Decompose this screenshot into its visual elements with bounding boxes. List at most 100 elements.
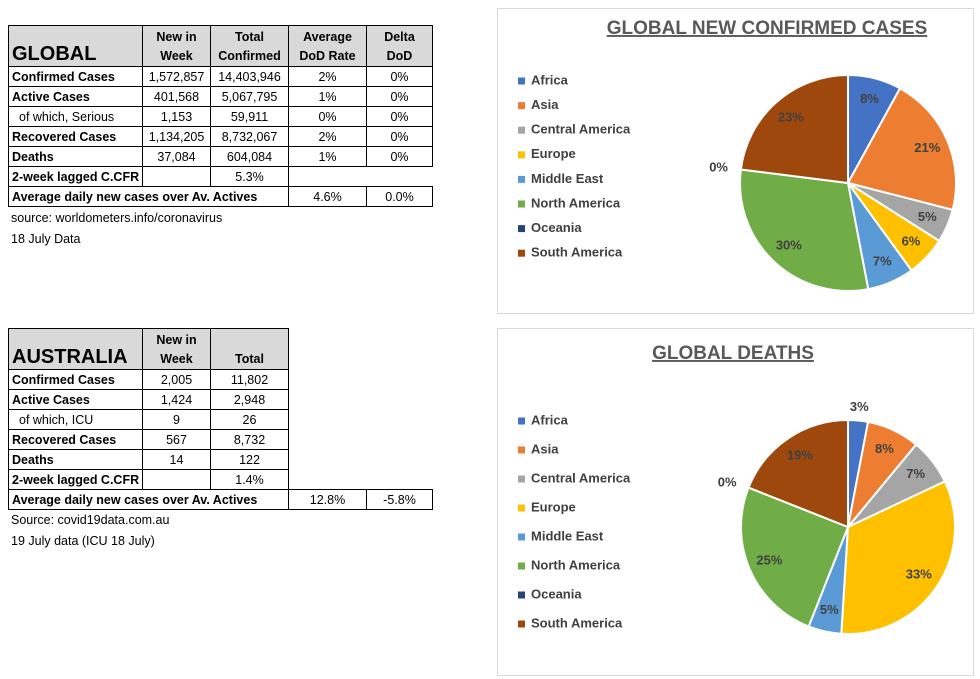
header-cell: Total bbox=[210, 328, 289, 370]
table-cell: 0% bbox=[366, 146, 433, 167]
chart-title: GLOBAL NEW CONFIRMED CASES bbox=[607, 18, 928, 39]
legend-label: Middle East bbox=[531, 528, 604, 543]
data-label: 8% bbox=[860, 91, 879, 106]
table-row: Recovered Cases 1,134,205 8,732,067 2% 0% bbox=[8, 126, 433, 147]
legend-swatch bbox=[518, 446, 525, 454]
legend-swatch bbox=[518, 475, 525, 483]
header-cell: GLOBAL bbox=[8, 25, 143, 67]
row-label: Confirmed Cases bbox=[8, 66, 143, 87]
legend-label: Middle East bbox=[531, 171, 604, 186]
legend-swatch bbox=[518, 200, 525, 208]
table-cell: 11,802 bbox=[210, 369, 289, 390]
source-note: source: worldometers.info/coronavirus bbox=[11, 211, 223, 225]
legend-swatch bbox=[518, 225, 525, 233]
table-row: GLOBAL New in Week Total Confirmed Average … bbox=[8, 25, 433, 67]
data-label: 33% bbox=[906, 567, 932, 582]
data-label: 0% bbox=[709, 159, 728, 174]
table-row: Deaths 37,084 604,084 1% 0% bbox=[8, 146, 433, 167]
table-cell: 14 bbox=[142, 449, 211, 470]
legend-label: Africa bbox=[531, 412, 569, 427]
legend-swatch bbox=[518, 533, 525, 541]
table-row: Active Cases 401,568 5,067,795 1% 0% bbox=[8, 86, 433, 107]
table-cell: 5.3% bbox=[210, 166, 289, 187]
header-cell: AUSTRALIA bbox=[8, 328, 143, 370]
data-label: 25% bbox=[756, 552, 782, 567]
table-cell: 0% bbox=[366, 106, 433, 127]
legend-swatch bbox=[518, 102, 525, 110]
table-row: Confirmed Cases 1,572,857 14,403,946 2% 0% bbox=[8, 66, 433, 87]
legend-swatch bbox=[518, 175, 525, 183]
legend-label: Asia bbox=[531, 441, 559, 456]
legend-swatch bbox=[518, 417, 525, 425]
legend-swatch bbox=[518, 562, 525, 570]
table-row: Deaths 14 122 bbox=[8, 449, 433, 470]
row-label: Deaths bbox=[8, 449, 143, 470]
table-cell: 14,403,946 bbox=[210, 66, 289, 87]
pie-slice bbox=[739, 168, 870, 292]
data-label: 5% bbox=[820, 602, 839, 617]
table-cell: 4.6% bbox=[288, 186, 367, 207]
table-row: Average daily new cases over Av. Actives… bbox=[8, 186, 433, 207]
table-cell: 1,134,205 bbox=[142, 126, 211, 147]
legend-label: Europe bbox=[531, 499, 576, 514]
legend-swatch bbox=[518, 126, 525, 134]
data-label: 5% bbox=[918, 209, 937, 224]
table-cell: 37,084 bbox=[142, 146, 211, 167]
legend-label: Oceania bbox=[531, 220, 582, 235]
legend-label: South America bbox=[531, 245, 623, 260]
australia-table: AUSTRALIA New in Week Total Confirmed Cases… bbox=[8, 328, 433, 510]
header-cell: Average DoD Rate bbox=[288, 25, 367, 67]
row-label: of which, ICU bbox=[8, 409, 143, 430]
source-note: Source: covid19data.com.au bbox=[11, 513, 170, 527]
legend-label: Europe bbox=[531, 146, 576, 161]
row-label: Active Cases bbox=[8, 86, 143, 107]
legend-label: Central America bbox=[531, 470, 631, 485]
pie-slice bbox=[747, 418, 849, 529]
table-cell: 26 bbox=[210, 409, 289, 430]
table-cell: 604,084 bbox=[210, 146, 289, 167]
table-cell: 0% bbox=[366, 86, 433, 107]
data-label: 23% bbox=[778, 110, 804, 125]
chart-frame bbox=[497, 8, 974, 314]
legend-label: South America bbox=[531, 615, 623, 630]
table-cell: -5.8% bbox=[366, 489, 433, 510]
table-row: Confirmed Cases 2,005 11,802 bbox=[8, 369, 433, 390]
legend-swatch bbox=[518, 591, 525, 599]
header-cell: New in Week bbox=[142, 328, 211, 370]
row-label: Average daily new cases over Av. Actives bbox=[8, 186, 289, 207]
table-cell: 5,067,795 bbox=[210, 86, 289, 107]
pie-slice bbox=[740, 486, 850, 628]
legend-label: North America bbox=[531, 195, 621, 210]
table-cell: 2,948 bbox=[210, 389, 289, 410]
date-note: 18 July Data bbox=[11, 232, 81, 246]
table-cell: 2,005 bbox=[142, 369, 211, 390]
legend-swatch bbox=[518, 151, 525, 159]
legend-label: North America bbox=[531, 557, 621, 572]
chart-title: GLOBAL DEATHS bbox=[652, 343, 814, 364]
table-cell: 1,153 bbox=[142, 106, 211, 127]
data-label: 8% bbox=[875, 441, 894, 456]
table-row: of which, ICU 9 26 bbox=[8, 409, 433, 430]
table-row: Active Cases 1,424 2,948 bbox=[8, 389, 433, 410]
data-label: 7% bbox=[873, 254, 892, 269]
pie-slice bbox=[840, 480, 956, 635]
table-cell: 1% bbox=[288, 146, 367, 167]
chart-frame bbox=[497, 328, 974, 676]
table-row: AUSTRALIA New in Week Total bbox=[8, 328, 433, 370]
table-cell: 401,568 bbox=[142, 86, 211, 107]
data-label: 0% bbox=[718, 474, 737, 489]
date-note: 19 July data (ICU 18 July) bbox=[11, 534, 155, 548]
legend-label: Oceania bbox=[531, 586, 582, 601]
table-row: Average daily new cases over Av. Actives… bbox=[8, 489, 433, 510]
legend-label: Asia bbox=[531, 97, 559, 112]
table-cell: 0.0% bbox=[366, 186, 433, 207]
header-cell: Total Confirmed bbox=[210, 25, 289, 67]
legend-label: Africa bbox=[531, 72, 569, 87]
data-label: 19% bbox=[787, 448, 813, 463]
data-label: 21% bbox=[914, 140, 940, 155]
legend-swatch bbox=[518, 249, 525, 257]
legend-label: Central America bbox=[531, 122, 631, 137]
global-table: GLOBAL New in Week Total Confirmed Average … bbox=[8, 25, 433, 207]
